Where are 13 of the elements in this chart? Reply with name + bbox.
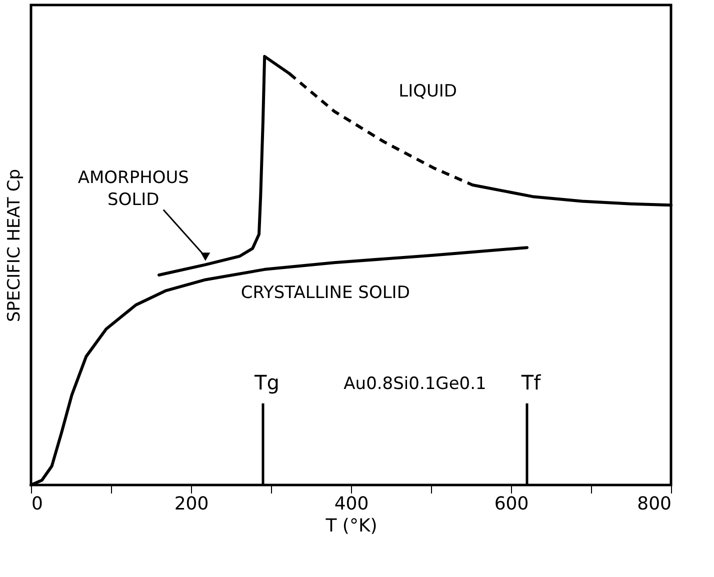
y-axis-title: SPECIFIC HEAT Cp <box>4 168 24 322</box>
x-tick-label: 200 <box>174 494 209 514</box>
annotation: CRYSTALLINE SOLID <box>240 283 410 303</box>
x-tick-label: 800 <box>637 494 672 514</box>
x-tick-label: 0 <box>32 494 43 514</box>
x-axis-title: T (°K) <box>324 516 378 536</box>
annotation: Au0.8Si0.1Ge0.1 <box>344 374 486 394</box>
ref-line-label: Tf <box>520 370 542 394</box>
x-tick-label: 600 <box>494 494 529 514</box>
annotation: AMORPHOUS SOLID <box>78 168 189 210</box>
ref-line-label: Tg <box>254 370 280 394</box>
annotation: LIQUID <box>398 81 458 102</box>
x-tick-label: 400 <box>334 494 369 514</box>
